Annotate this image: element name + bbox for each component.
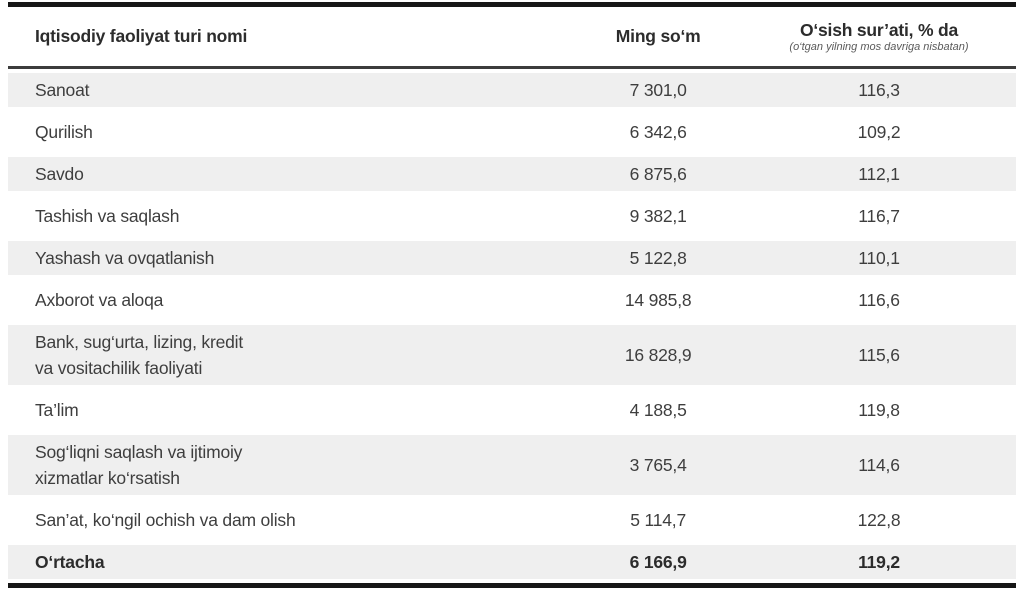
growth-cell: 115,6 [763, 321, 1016, 389]
table-row: Bank, sug‘urta, lizing, kredit va vosita… [8, 321, 1016, 389]
column-header-activity: Iqtisodiy faoliyat turi nomi [8, 7, 553, 69]
table-row: Ta’lim 4 188,5 119,8 [8, 389, 1016, 431]
amount-cell: 6 342,6 [552, 111, 764, 153]
total-row: O‘rtacha 6 166,9 119,2 [8, 541, 1016, 583]
amount-cell: 7 301,0 [552, 69, 764, 111]
amount-cell: 9 382,1 [552, 195, 764, 237]
growth-cell: 112,1 [763, 153, 1016, 195]
table-body: Sanoat 7 301,0 116,3 Qurilish 6 342,6 10… [8, 69, 1016, 541]
activity-cell: Ta’lim [8, 389, 553, 431]
column-header-growth: O‘sish sur’ati, % da (o‘tgan yilning mos… [763, 7, 1016, 69]
activity-cell: Savdo [8, 153, 553, 195]
table-row: Sog‘liqni saqlash va ijtimoiy xizmatlar … [8, 431, 1016, 499]
growth-cell: 116,6 [763, 279, 1016, 321]
table-row: Tashish va saqlash 9 382,1 116,7 [8, 195, 1016, 237]
growth-cell: 122,8 [763, 499, 1016, 541]
total-amount-cell: 6 166,9 [552, 541, 764, 583]
amount-cell: 6 875,6 [552, 153, 764, 195]
amount-cell: 3 765,4 [552, 431, 764, 499]
table-row: Savdo 6 875,6 112,1 [8, 153, 1016, 195]
table-row: Qurilish 6 342,6 109,2 [8, 111, 1016, 153]
activity-cell: Tashish va saqlash [8, 195, 553, 237]
activity-cell: Sanoat [8, 69, 553, 111]
amount-cell: 5 114,7 [552, 499, 764, 541]
amount-cell: 5 122,8 [552, 237, 764, 279]
table-row: Yashash va ovqatlanish 5 122,8 110,1 [8, 237, 1016, 279]
economic-activity-table: Iqtisodiy faoliyat turi nomi Ming so‘m O… [8, 2, 1016, 588]
growth-cell: 116,7 [763, 195, 1016, 237]
growth-cell: 114,6 [763, 431, 1016, 499]
column-header-amount: Ming so‘m [552, 7, 764, 69]
table-header: Iqtisodiy faoliyat turi nomi Ming so‘m O… [8, 7, 1016, 69]
column-header-growth-note: (o‘tgan yilning mos davriga nisbatan) [789, 40, 969, 53]
total-activity-cell: O‘rtacha [8, 541, 553, 583]
activity-cell: Bank, sug‘urta, lizing, kredit va vosita… [8, 321, 553, 389]
table-footer: O‘rtacha 6 166,9 119,2 [8, 541, 1016, 583]
total-growth-cell: 119,2 [763, 541, 1016, 583]
header-row: Iqtisodiy faoliyat turi nomi Ming so‘m O… [8, 7, 1016, 69]
growth-cell: 119,8 [763, 389, 1016, 431]
table-row: San’at, ko‘ngil ochish va dam olish 5 11… [8, 499, 1016, 541]
table-row: Axborot va aloqa 14 985,8 116,6 [8, 279, 1016, 321]
amount-cell: 4 188,5 [552, 389, 764, 431]
activity-cell: Yashash va ovqatlanish [8, 237, 553, 279]
activity-cell: Axborot va aloqa [8, 279, 553, 321]
activity-cell: Qurilish [8, 111, 553, 153]
column-header-growth-title: O‘sish sur’ati, % da [799, 19, 959, 40]
amount-cell: 14 985,8 [552, 279, 764, 321]
growth-cell: 110,1 [763, 237, 1016, 279]
table-row: Sanoat 7 301,0 116,3 [8, 69, 1016, 111]
growth-cell: 116,3 [763, 69, 1016, 111]
amount-cell: 16 828,9 [552, 321, 764, 389]
activity-cell: San’at, ko‘ngil ochish va dam olish [8, 499, 553, 541]
growth-cell: 109,2 [763, 111, 1016, 153]
activity-cell: Sog‘liqni saqlash va ijtimoiy xizmatlar … [8, 431, 553, 499]
